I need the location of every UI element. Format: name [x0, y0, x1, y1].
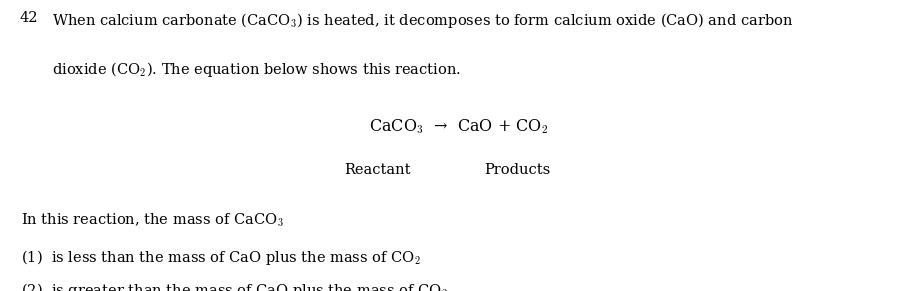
Text: 42: 42 [20, 11, 39, 26]
Text: (2)  is greater than the mass of CaO plus the mass of CO$_2$: (2) is greater than the mass of CaO plus… [21, 281, 447, 291]
Text: Reactant: Reactant [345, 163, 411, 177]
Text: CaCO$_3$  →  CaO + CO$_2$: CaCO$_3$ → CaO + CO$_2$ [369, 117, 548, 136]
Text: Products: Products [484, 163, 550, 177]
Text: In this reaction, the mass of CaCO$_3$: In this reaction, the mass of CaCO$_3$ [21, 211, 283, 228]
Text: (1)  is less than the mass of CaO plus the mass of CO$_2$: (1) is less than the mass of CaO plus th… [21, 248, 421, 267]
Text: dioxide (CO$_2$). The equation below shows this reaction.: dioxide (CO$_2$). The equation below sho… [52, 60, 461, 79]
Text: When calcium carbonate (CaCO$_3$) is heated, it decomposes to form calcium oxide: When calcium carbonate (CaCO$_3$) is hea… [52, 11, 793, 31]
